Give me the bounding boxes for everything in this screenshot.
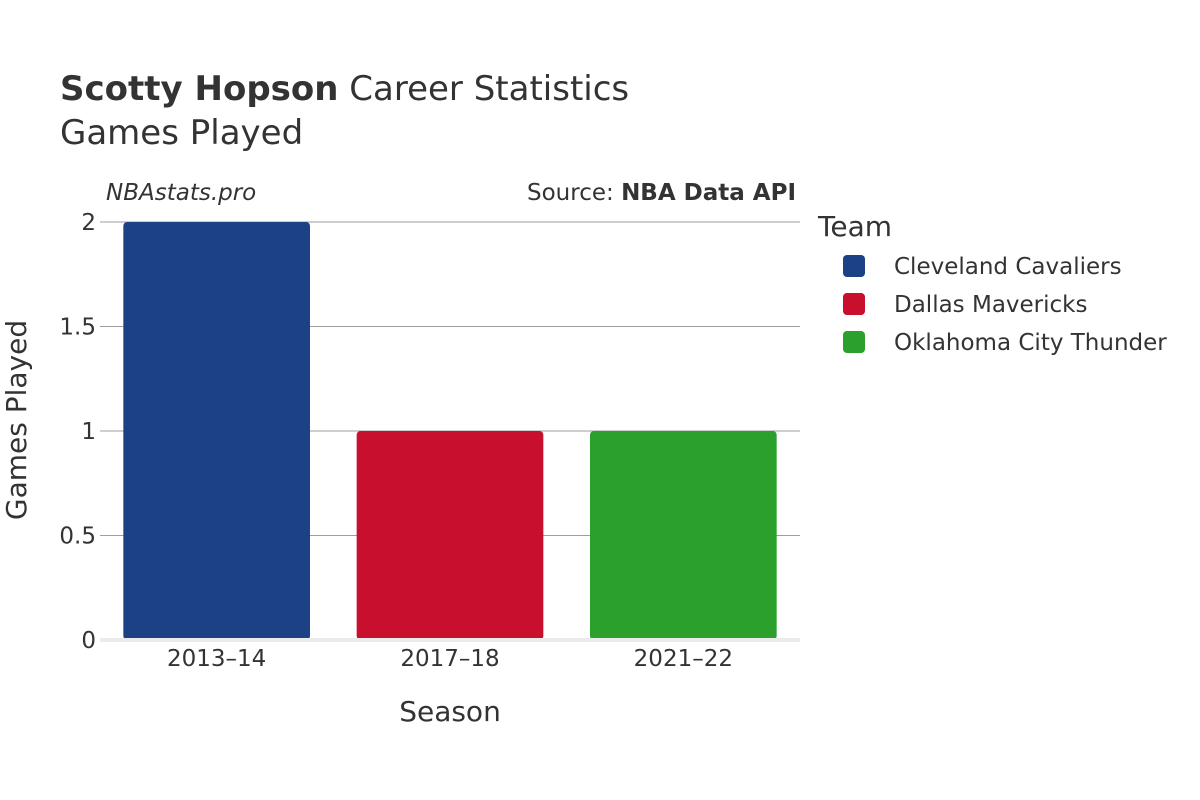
y-tick-label: 0.5 [59, 524, 96, 550]
x-tick-label: 2021–22 [634, 646, 733, 672]
chart-title-player: Scotty Hopson [60, 69, 338, 109]
y-tick-layer: 0 0.5 1 1.5 2 [59, 210, 96, 654]
x-axis-title: Season [399, 695, 501, 728]
chart-title: Scotty Hopson Career Statistics [60, 69, 629, 109]
y-axis-title: Games Played [0, 320, 33, 520]
chart-title-rest: Career Statistics [338, 69, 629, 109]
y-tick-label: 0 [81, 628, 96, 654]
legend-label: Dallas Mavericks [894, 292, 1087, 318]
x-tick-label: 2017–18 [400, 646, 499, 672]
legend-title: Team [817, 210, 892, 243]
bar [123, 222, 310, 640]
credit-text: NBAstats.pro [106, 180, 256, 206]
source-label: Source: [527, 180, 621, 206]
x-tick-layer: 2013–14 2017–18 2021–22 [167, 646, 733, 672]
y-tick-label: 2 [81, 210, 96, 236]
bar [590, 431, 777, 640]
bar [356, 431, 544, 640]
legend-swatch [843, 255, 865, 277]
source-name: NBA Data API [621, 180, 796, 206]
legend-swatch [843, 331, 865, 353]
y-tick-label: 1 [81, 419, 96, 445]
legend: Team Cleveland Cavaliers Dallas Mavericks… [817, 210, 1167, 356]
x-tick-label: 2013–14 [167, 646, 266, 672]
chart-subtitle: Games Played [60, 113, 303, 153]
legend-label: Cleveland Cavaliers [894, 254, 1122, 280]
y-tick-label: 1.5 [59, 315, 96, 341]
bar-layer [123, 222, 777, 640]
legend-swatch [843, 293, 865, 315]
source-text: Source: NBA Data API [527, 180, 796, 206]
legend-label: Oklahoma City Thunder [894, 330, 1167, 356]
